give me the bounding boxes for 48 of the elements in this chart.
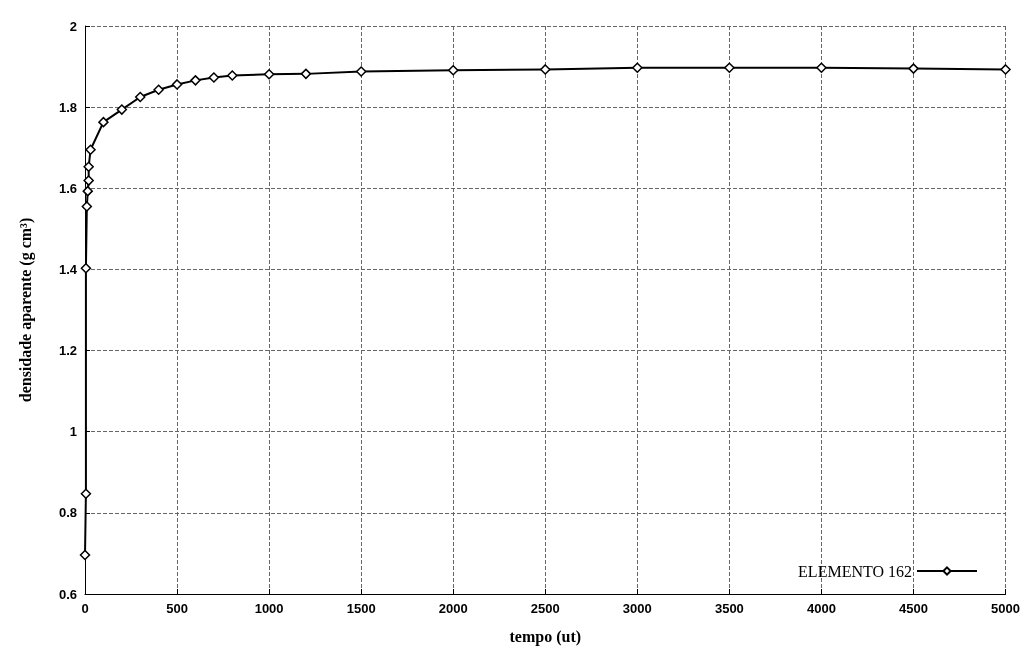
point (816, 62, 827, 74)
x-tick-label: 500 (166, 601, 188, 616)
point (227, 70, 238, 81)
point (724, 62, 735, 74)
point (300, 68, 312, 80)
x-tick-label: 0 (81, 601, 89, 616)
point (116, 104, 128, 115)
y-tick-label: 2 (69, 18, 77, 34)
x-tick-label: 1000 (254, 601, 284, 616)
point (153, 84, 164, 95)
y-tick-label: 1.8 (58, 99, 77, 115)
point (80, 262, 92, 274)
point (540, 64, 551, 75)
point (1000, 64, 1011, 75)
x-tick-label: 3000 (622, 601, 652, 616)
x-tick-label: 2500 (530, 601, 560, 616)
legend-label: ELEMENTO 162 (798, 562, 912, 580)
x-tick-label: 4500 (899, 601, 928, 616)
point (85, 144, 96, 155)
point (134, 91, 146, 103)
point (98, 116, 109, 128)
x-axis-title: tempo (ut) (509, 627, 582, 646)
point (79, 549, 91, 561)
x-tick-label: 3500 (714, 601, 744, 616)
point (83, 175, 94, 186)
y-tick-label: 0.6 (58, 586, 77, 602)
point (263, 69, 275, 80)
x-tick-label: 5000 (991, 601, 1020, 616)
point (83, 161, 94, 173)
y-tick-label: 1.6 (58, 180, 77, 196)
point (82, 185, 94, 197)
point (908, 63, 919, 74)
y-tick-label: 1.2 (58, 343, 77, 359)
point (80, 488, 92, 500)
y-axis-title: densidade aparente (g cm³) (16, 217, 35, 403)
x-tick-label: 4000 (806, 601, 836, 616)
point (190, 75, 201, 86)
point (81, 201, 93, 212)
x-tick-label: 1500 (346, 601, 376, 616)
y-tick-label: 1.4 (58, 261, 78, 277)
point (208, 72, 220, 83)
point (171, 79, 183, 90)
point (447, 64, 459, 76)
y-tick-label: 0.8 (58, 505, 77, 521)
point (355, 66, 367, 77)
x-tick-label: 2000 (438, 601, 468, 616)
point (632, 62, 643, 74)
y-tick-label: 1 (69, 424, 77, 440)
